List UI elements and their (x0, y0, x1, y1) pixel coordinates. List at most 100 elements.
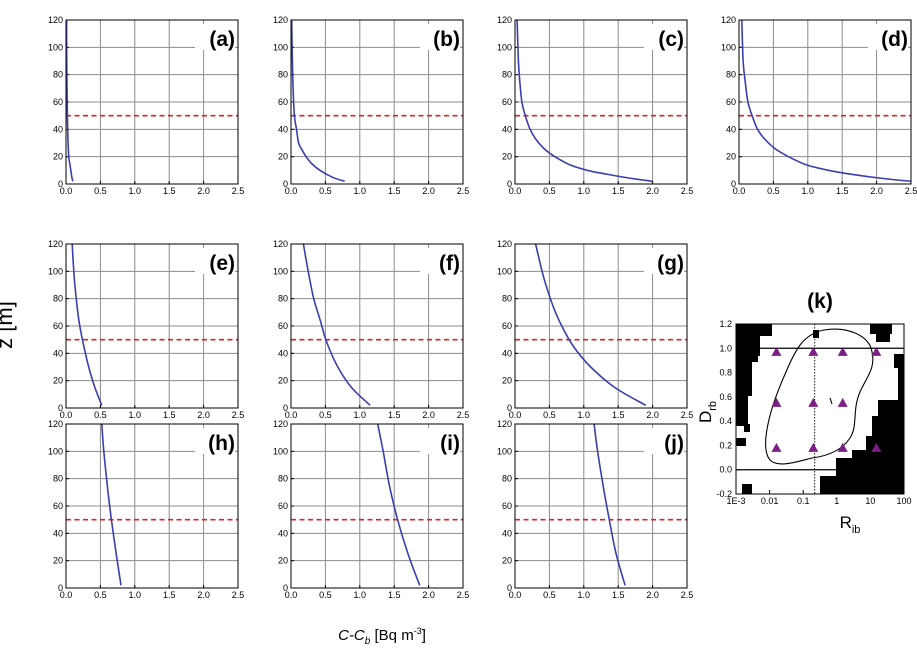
y-tick-label: 120 (273, 15, 288, 25)
x-tick-label: 2.0 (646, 590, 659, 600)
x-tick-label: 1.5 (612, 186, 625, 196)
y-tick-label: 0.6 (719, 392, 732, 402)
y-tick-label: 60 (278, 97, 288, 107)
panel-label: (c) (658, 28, 684, 51)
y-tick-label: 80 (502, 294, 512, 304)
y-tick-label: 120 (48, 15, 63, 25)
panel-label-backdrop (644, 428, 684, 454)
y-tick-label: 60 (726, 97, 736, 107)
y-tick-label: 20 (502, 152, 512, 162)
x-tick-label: 1.5 (836, 186, 849, 196)
data-point (837, 397, 848, 407)
y-tick-label: 40 (53, 348, 63, 358)
y-tick-label: 120 (721, 15, 736, 25)
plot-frame (65, 423, 239, 589)
y-tick-label: 80 (278, 70, 288, 80)
x-tick-label: 1.0 (354, 410, 367, 420)
panel-g: 0.0 0.5 1.0 1.5 2.0 2.5 0 20 40 60 80 100 120 (g) (497, 239, 693, 420)
y-tick-label: 100 (273, 266, 288, 276)
y-tick-label: 60 (502, 321, 512, 331)
y-tick-label: 0 (283, 583, 288, 593)
y-tick-label: 1.2 (719, 319, 732, 329)
y-tick-label: 80 (53, 474, 63, 484)
y-tick-label: 60 (53, 501, 63, 511)
shaded-region (894, 354, 904, 368)
panel-h: 0.0 0.5 1.0 1.5 2.0 2.5 0 20 40 60 80 100 120 (h) (48, 419, 244, 600)
y-tick-label: 0.2 (719, 440, 732, 450)
x-tick-label: 2.0 (422, 186, 435, 196)
y-tick-label: 40 (278, 528, 288, 538)
x-tick-label: 0.0 (285, 590, 298, 600)
x-tick-label: 0.0 (509, 410, 522, 420)
y-tick-label: 80 (53, 70, 63, 80)
y-tick-label: 0.0 (719, 465, 732, 475)
x-tick-label: 2.0 (197, 410, 210, 420)
data-point (808, 442, 819, 452)
y-tick-label: 80 (502, 70, 512, 80)
x-tick-label: 2.0 (422, 590, 435, 600)
y-tick-label: 100 (48, 266, 63, 276)
x-tick-label: 1.5 (388, 410, 401, 420)
y-tick-label: 20 (278, 556, 288, 566)
y-tick-label: 80 (278, 474, 288, 484)
y-tick-label: 120 (497, 419, 512, 429)
x-tick-label: 0.01 (761, 496, 779, 506)
x-tick-label: 0.5 (543, 410, 556, 420)
shaded-region (744, 424, 750, 432)
y-tick-label: 0 (283, 403, 288, 413)
data-point (771, 346, 782, 356)
plot-frame (290, 423, 464, 589)
y-tick-label: 40 (53, 124, 63, 134)
panel-f: 0.0 0.5 1.0 1.5 2.0 2.5 0 20 40 60 80 100 120 (f) (273, 239, 469, 420)
series-line (593, 423, 626, 586)
x-tick-label: 1.0 (578, 590, 591, 600)
y-tick-label: 20 (53, 152, 63, 162)
plot-frame (514, 243, 688, 409)
y-tick-label: 60 (502, 97, 512, 107)
x-tick-label: 0.5 (767, 186, 780, 196)
x-tick-label: 0.0 (509, 186, 522, 196)
y-tick-label: 20 (53, 556, 63, 566)
y-tick-label: 0 (507, 403, 512, 413)
x-tick-label: 1.0 (129, 590, 142, 600)
y-tick-label: 60 (502, 501, 512, 511)
x-tick-label: 0.0 (285, 186, 298, 196)
panel-i: 0.0 0.5 1.0 1.5 2.0 2.5 0 20 40 60 80 100 120 (i) (273, 419, 469, 600)
panel-label-backdrop (420, 24, 460, 50)
panel-label: (f) (439, 252, 460, 275)
series-line (302, 243, 371, 406)
x-tick-label: 2.5 (232, 186, 245, 196)
series-line (534, 243, 647, 406)
y-tick-label: 0 (731, 179, 736, 189)
panel-j: 0.0 0.5 1.0 1.5 2.0 2.5 0 20 40 60 80 100 120 (j) (497, 419, 693, 600)
y-tick-label: 80 (53, 294, 63, 304)
shaded-region (876, 324, 890, 342)
shaded-region (736, 396, 748, 426)
panel-label-backdrop (644, 248, 684, 274)
x-tick-label: 1.5 (163, 590, 176, 600)
y-tick-label: 60 (53, 97, 63, 107)
x-tick-label: 1.0 (578, 410, 591, 420)
x-tick-label: 2.5 (681, 410, 694, 420)
x-tick-label: 2.5 (905, 186, 917, 196)
x-tick-label: 0.5 (94, 410, 107, 420)
plot-frame (514, 423, 688, 589)
y-tick-label: 0 (58, 583, 63, 593)
shaded-region (736, 438, 746, 446)
contour-line (765, 328, 874, 465)
shaded-region (742, 484, 752, 494)
panel-label: (i) (440, 432, 460, 455)
plot-frame (735, 323, 905, 495)
panel-a: 0.0 0.5 1.0 1.5 2.0 2.5 0 20 40 60 80 100 120 (a) (48, 15, 244, 196)
panel-label: (g) (657, 252, 684, 275)
x-tick-label: 2.5 (232, 410, 245, 420)
data-point (771, 397, 782, 407)
y-tick-label: 20 (278, 152, 288, 162)
x-tick-label: 2.0 (422, 410, 435, 420)
series-line (290, 19, 345, 183)
series-line (65, 19, 74, 182)
x-tick-label: 1.0 (354, 186, 367, 196)
y-tick-label: 0 (283, 179, 288, 189)
x-tick-label: 1.5 (163, 410, 176, 420)
shaded-region (820, 476, 840, 494)
